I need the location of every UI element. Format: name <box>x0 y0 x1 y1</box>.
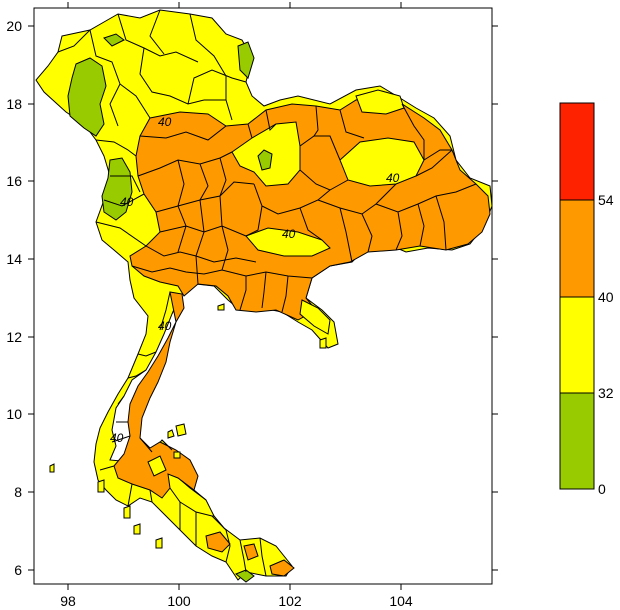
province-boundaries <box>57 9 477 577</box>
legend-bin-32-40 <box>559 296 595 394</box>
contour-label: 40 <box>110 431 124 445</box>
axis-ticks <box>28 2 498 590</box>
x-tick-label: 102 <box>278 593 302 609</box>
contour-label: 40 <box>386 171 400 185</box>
legend-bin-0-32 <box>559 392 595 490</box>
y-tick-label: 14 <box>6 251 22 267</box>
yellow-region-southeast-coast <box>299 299 331 335</box>
green-region-loei <box>257 149 273 171</box>
green-region-north-edge <box>237 41 255 79</box>
legend-bin-54-plus <box>559 102 595 201</box>
legend-bin-40-54 <box>559 199 595 298</box>
yellow-region-khorat <box>245 227 331 257</box>
green-region-north-top <box>103 33 125 47</box>
orange-region-south <box>205 531 231 553</box>
y-tick-label: 8 <box>14 484 22 500</box>
y-tick-label: 12 <box>6 329 22 345</box>
y-tick-labels: 20 18 16 14 12 10 8 6 <box>6 18 22 578</box>
legend-tick-label: 40 <box>598 289 614 305</box>
y-tick-label: 18 <box>6 96 22 112</box>
color-legend: 54 40 32 0 <box>559 102 614 497</box>
orange-region-south-center <box>243 543 259 561</box>
contour-label: 40 <box>158 319 172 333</box>
legend-tick-label: 32 <box>598 385 614 401</box>
y-tick-label: 20 <box>6 18 22 34</box>
yellow-region-northeast <box>339 137 425 187</box>
x-tick-labels: 98 100 102 104 <box>60 593 413 609</box>
orange-region-peninsula <box>113 291 199 499</box>
x-tick-label: 100 <box>167 593 191 609</box>
green-region-northwest <box>67 57 107 137</box>
y-tick-label: 16 <box>6 173 22 189</box>
contour-label: 40 <box>120 195 134 209</box>
contour-label: 40 <box>158 115 172 129</box>
yellow-region-peninsula-island <box>147 455 167 477</box>
contour-labels: 40 40 40 40 40 40 <box>110 115 400 445</box>
legend-tick-label: 54 <box>598 192 614 208</box>
green-region-south-tip <box>235 569 255 583</box>
y-tick-label: 6 <box>14 562 22 578</box>
islands <box>49 303 327 549</box>
contour-label: 40 <box>282 227 296 241</box>
x-tick-label: 98 <box>60 593 76 609</box>
x-tick-label: 104 <box>389 593 413 609</box>
y-tick-label: 10 <box>6 406 22 422</box>
orange-region-tip <box>269 559 295 577</box>
legend-tick-label: 0 <box>598 481 606 497</box>
